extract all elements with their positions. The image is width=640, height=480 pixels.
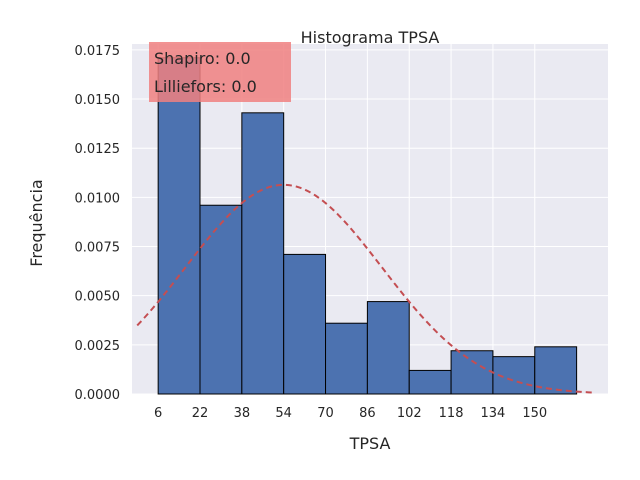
y-tick-label: 0.0175 xyxy=(75,44,121,59)
x-axis-ticks: 6 22 38 54 70 86 102 118 134 150 xyxy=(154,406,547,421)
y-tick-label: 0.0125 xyxy=(75,142,121,157)
x-axis-label: TPSA xyxy=(349,434,391,453)
y-axis-label: Frequência xyxy=(27,179,46,266)
y-tick-label: 0.0150 xyxy=(75,93,121,108)
y-tick-label: 0.0100 xyxy=(75,191,121,206)
normal-fit-curve xyxy=(136,183,593,394)
y-tick-label: 0.0075 xyxy=(75,241,121,256)
y-tick-label: 0.0000 xyxy=(75,388,121,403)
histogram-bar xyxy=(157,57,201,395)
histogram-bar xyxy=(366,301,410,395)
histogram-bar xyxy=(450,350,494,395)
x-tick-label: 6 xyxy=(154,406,162,421)
histogram-bar xyxy=(283,253,327,395)
x-tick-label: 54 xyxy=(275,406,292,421)
x-tick-label: 22 xyxy=(192,406,209,421)
y-axis-ticks: 0.0000 0.0025 0.0050 0.0075 0.0100 0.0125 0.01… xyxy=(75,44,121,403)
x-tick-label: 134 xyxy=(481,406,506,421)
shapiro-result: Shapiro: 0.0 xyxy=(154,49,251,68)
x-tick-label: 102 xyxy=(397,406,422,421)
histogram-bars xyxy=(157,57,578,395)
normality-test-box xyxy=(149,42,291,102)
x-tick-label: 150 xyxy=(522,406,547,421)
y-tick-label: 0.0050 xyxy=(75,290,121,305)
histogram-bar xyxy=(325,322,368,395)
x-tick-label: 70 xyxy=(317,406,334,421)
histogram-bar xyxy=(241,112,285,395)
chart-title: Histograma TPSA xyxy=(301,28,440,47)
x-tick-label: 118 xyxy=(439,406,464,421)
histogram-bar xyxy=(199,204,243,395)
lilliefors-result: Lilliefors: 0.0 xyxy=(154,77,257,96)
histogram-bar xyxy=(534,346,578,395)
histogram-bar xyxy=(408,369,452,395)
y-tick-label: 0.0025 xyxy=(75,339,121,354)
x-tick-label: 38 xyxy=(234,406,251,421)
x-tick-label: 86 xyxy=(359,406,376,421)
